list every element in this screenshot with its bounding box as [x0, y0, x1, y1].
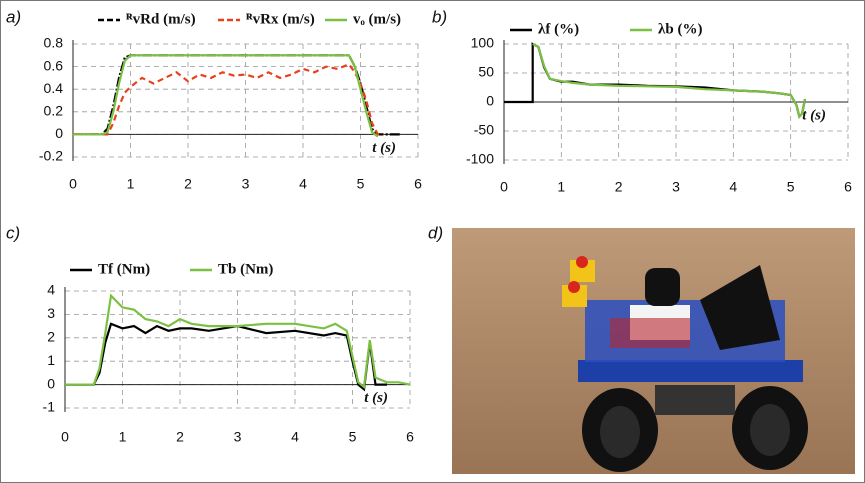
y-tick-label: -0.2 — [39, 148, 63, 164]
x-tick-label: 3 — [242, 176, 250, 192]
y-tick-label: 3 — [47, 305, 55, 321]
x-tick-label: 4 — [291, 429, 299, 445]
legend-label: λf (%) — [538, 21, 579, 37]
robot-photo — [452, 228, 855, 474]
x-tick-label: 2 — [176, 429, 184, 445]
legend-label: ᴿvRx (m/s) — [246, 11, 315, 27]
panel-label: a) — [6, 7, 21, 26]
panel-label: c) — [6, 223, 20, 242]
x-axis-label: t (s) — [802, 107, 826, 123]
panel-label: b) — [432, 7, 447, 26]
series-line — [65, 322, 387, 392]
legend-label: ᴿvRd (m/s) — [126, 11, 196, 27]
x-tick-label: 2 — [615, 179, 623, 195]
legend-label: vₒ (m/s) — [353, 11, 401, 27]
y-tick-label: -100 — [466, 151, 494, 167]
y-tick-label: -50 — [474, 122, 494, 138]
y-tick-label: 0 — [47, 375, 55, 391]
x-tick-label: 2 — [184, 176, 192, 192]
y-tick-label: 100 — [471, 35, 495, 51]
x-tick-label: 6 — [414, 176, 422, 192]
y-tick-label: 1 — [47, 352, 55, 368]
x-tick-label: 1 — [557, 179, 565, 195]
x-tick-label: 6 — [844, 179, 852, 195]
y-tick-label: 0 — [55, 125, 63, 141]
y-tick-label: 0.4 — [44, 80, 64, 96]
y-tick-label: 0 — [486, 93, 494, 109]
series-line — [532, 43, 807, 119]
x-tick-label: 5 — [357, 176, 365, 192]
series-line — [73, 54, 379, 138]
legend-label: Tb (Nm) — [218, 261, 273, 277]
x-tick-label: 4 — [729, 179, 737, 195]
y-tick-label: 2 — [47, 329, 55, 345]
x-tick-label: 1 — [119, 429, 127, 445]
y-tick-label: 50 — [478, 64, 494, 80]
series-line — [65, 293, 411, 389]
x-axis-label: t (s) — [364, 390, 388, 406]
y-tick-label: 0.2 — [44, 103, 64, 119]
x-tick-label: 0 — [69, 176, 77, 192]
legend-label: λb (%) — [658, 21, 702, 37]
y-tick-label: -1 — [43, 399, 56, 415]
x-tick-label: 3 — [672, 179, 680, 195]
x-axis-label: t (s) — [372, 140, 396, 156]
x-tick-label: 5 — [787, 179, 795, 195]
x-tick-label: 4 — [299, 176, 307, 192]
y-tick-label: 0.6 — [44, 57, 64, 73]
y-tick-label: 0.8 — [44, 35, 64, 51]
x-tick-label: 1 — [127, 176, 135, 192]
x-tick-label: 6 — [406, 429, 414, 445]
x-tick-label: 3 — [234, 429, 242, 445]
x-tick-label: 0 — [61, 429, 69, 445]
y-tick-label: 4 — [47, 282, 55, 298]
legend-label: Tf (Nm) — [98, 261, 150, 277]
panel-label: d) — [428, 223, 443, 242]
x-tick-label: 0 — [500, 179, 508, 195]
series-line — [73, 62, 384, 136]
x-tick-label: 5 — [349, 429, 357, 445]
